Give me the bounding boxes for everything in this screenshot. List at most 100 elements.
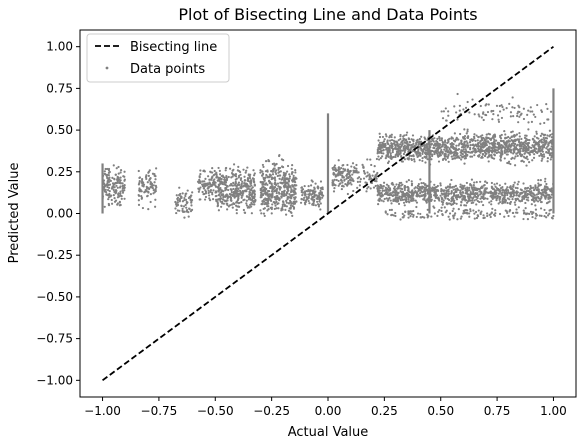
data-point xyxy=(191,209,193,211)
data-point xyxy=(303,199,305,201)
data-point xyxy=(531,195,533,197)
data-point xyxy=(147,208,149,210)
data-point xyxy=(462,148,464,150)
data-point xyxy=(465,154,467,156)
data-point xyxy=(390,214,392,216)
data-point xyxy=(406,141,408,143)
y-tick-label: 1.00 xyxy=(46,40,73,54)
data-point xyxy=(271,182,273,184)
data-point xyxy=(236,205,238,207)
data-point xyxy=(449,185,451,187)
data-point xyxy=(374,165,376,167)
data-point xyxy=(402,194,404,196)
data-point xyxy=(290,188,292,190)
data-point xyxy=(234,191,236,193)
data-point xyxy=(282,195,284,197)
data-point xyxy=(119,201,121,203)
data-point xyxy=(202,191,204,193)
data-point xyxy=(528,213,530,215)
data-point xyxy=(427,215,429,217)
data-point xyxy=(232,207,234,209)
data-point xyxy=(232,188,234,190)
data-point xyxy=(485,136,487,138)
legend: Bisecting line Data points xyxy=(87,34,229,82)
data-point xyxy=(210,179,212,181)
data-point xyxy=(306,196,308,198)
data-point xyxy=(446,142,448,144)
data-point xyxy=(421,153,423,155)
data-point xyxy=(407,189,409,191)
data-point xyxy=(507,148,509,150)
y-tick-label: −0.50 xyxy=(36,290,73,304)
data-point xyxy=(387,149,389,151)
data-point xyxy=(518,206,520,208)
data-point xyxy=(520,141,522,143)
data-point xyxy=(250,202,252,204)
data-point xyxy=(202,193,204,195)
data-point xyxy=(397,149,399,151)
legend-data-points-swatch xyxy=(106,67,109,70)
data-point xyxy=(420,190,422,192)
data-point xyxy=(550,152,552,154)
data-point xyxy=(426,188,428,190)
data-point xyxy=(114,201,116,203)
data-point xyxy=(420,136,422,138)
data-point xyxy=(447,185,449,187)
data-point xyxy=(293,208,295,210)
data-point xyxy=(548,213,550,215)
data-point xyxy=(480,191,482,193)
data-point xyxy=(543,122,545,124)
x-tick-label: 1.00 xyxy=(540,404,567,418)
data-point xyxy=(387,162,389,164)
data-point xyxy=(441,198,443,200)
data-point xyxy=(281,166,283,168)
data-point xyxy=(211,171,213,173)
data-point xyxy=(505,209,507,211)
data-point xyxy=(419,147,421,149)
data-point xyxy=(421,160,423,162)
data-point xyxy=(397,144,399,146)
data-point xyxy=(466,182,468,184)
x-tick-label: −0.75 xyxy=(141,404,178,418)
data-point xyxy=(438,199,440,201)
data-point xyxy=(282,200,284,202)
data-point xyxy=(287,165,289,167)
data-point xyxy=(404,142,406,144)
data-point xyxy=(506,107,508,109)
data-point xyxy=(391,209,393,211)
data-point xyxy=(240,177,242,179)
data-point xyxy=(457,156,459,158)
data-point xyxy=(450,179,452,181)
data-point xyxy=(366,171,368,173)
data-point xyxy=(219,188,221,190)
data-point xyxy=(448,138,450,140)
data-point xyxy=(512,184,514,186)
data-point xyxy=(488,201,490,203)
data-point xyxy=(190,204,192,206)
data-point xyxy=(545,140,547,142)
data-point xyxy=(465,157,467,159)
data-point xyxy=(284,209,286,211)
data-point xyxy=(480,201,482,203)
data-point xyxy=(445,149,447,151)
data-point xyxy=(525,207,527,209)
data-point xyxy=(223,203,225,205)
data-point xyxy=(540,184,542,186)
data-point xyxy=(311,179,313,181)
data-point xyxy=(181,208,183,210)
y-tick-label: −0.75 xyxy=(36,332,73,346)
data-point xyxy=(274,165,276,167)
data-point xyxy=(281,193,283,195)
data-point xyxy=(108,169,110,171)
data-point xyxy=(497,142,499,144)
data-point xyxy=(211,177,213,179)
data-point xyxy=(511,144,513,146)
data-point xyxy=(175,212,177,214)
data-point xyxy=(400,184,402,186)
data-point xyxy=(441,207,443,209)
data-point xyxy=(450,204,452,206)
data-point xyxy=(548,135,550,137)
data-point xyxy=(473,188,475,190)
data-point xyxy=(480,213,482,215)
data-point xyxy=(231,204,233,206)
